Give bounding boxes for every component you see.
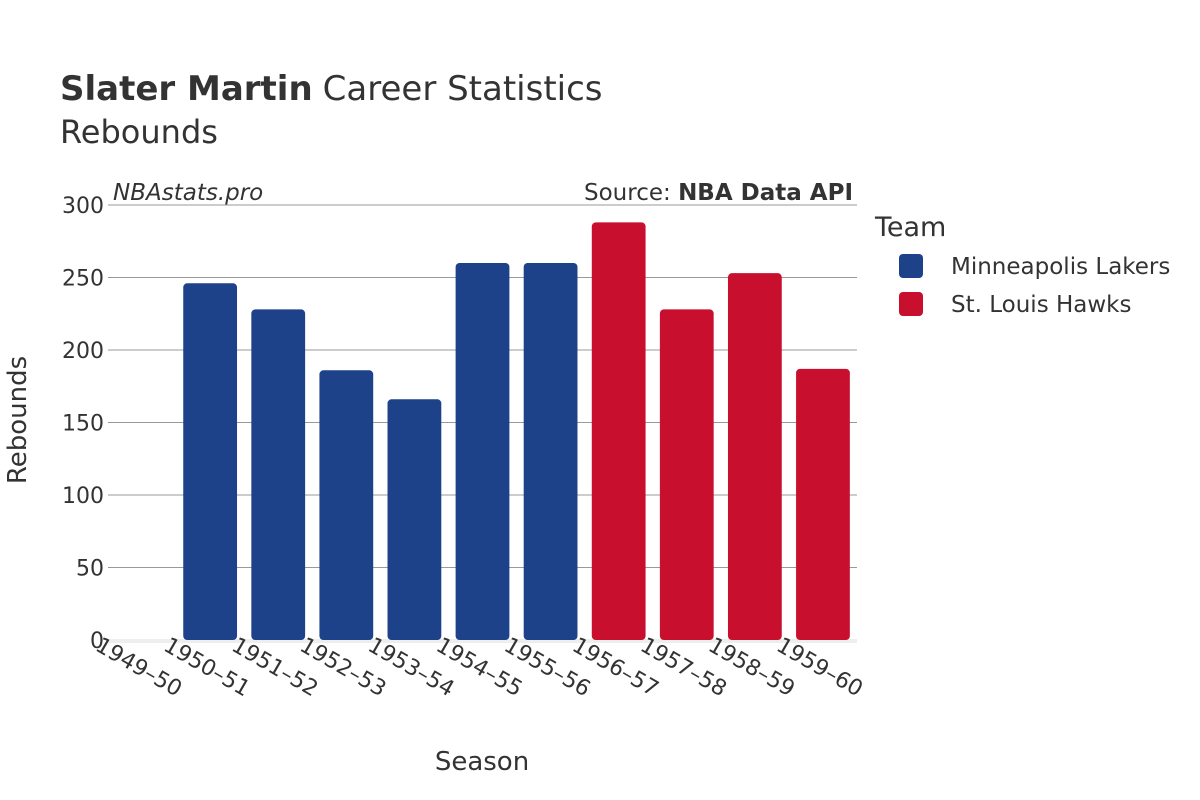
legend-item-label: Minneapolis Lakers bbox=[951, 254, 1170, 280]
bar-1958–59 bbox=[727, 273, 782, 640]
x-axis-title: Season bbox=[435, 747, 529, 777]
legend-title: Team bbox=[874, 212, 946, 243]
legend: Minneapolis Lakers St. Louis Hawks bbox=[899, 254, 1170, 318]
source-name: NBA Data API bbox=[678, 180, 853, 206]
y-tick-label: 250 bbox=[62, 267, 104, 292]
bar-1953–54 bbox=[387, 399, 442, 640]
bar-1954–55 bbox=[455, 263, 510, 640]
source-credit: Source: NBA Data API bbox=[584, 180, 853, 206]
watermark: NBAstats.pro bbox=[113, 180, 263, 206]
bar-1951–52 bbox=[251, 309, 306, 640]
bar-1950–51 bbox=[183, 283, 238, 640]
source-prefix: Source: bbox=[584, 180, 678, 206]
bar-1956–57 bbox=[591, 222, 646, 640]
legend-swatch bbox=[899, 292, 923, 316]
y-axis-ticks: 0 50 100 150 200 250 300 bbox=[62, 194, 104, 654]
y-tick-label: 50 bbox=[76, 557, 104, 582]
y-tick-label: 150 bbox=[62, 412, 104, 437]
bar-1959–60 bbox=[796, 368, 850, 640]
y-tick-label: 200 bbox=[62, 339, 104, 364]
legend-item-label: St. Louis Hawks bbox=[951, 292, 1132, 318]
chart-title: Slater Martin Career Statistics bbox=[60, 69, 603, 109]
y-tick-label: 100 bbox=[62, 484, 104, 509]
bar-1952–53 bbox=[319, 370, 374, 640]
title-player-name: Slater Martin bbox=[60, 69, 313, 109]
y-tick-label: 300 bbox=[62, 194, 104, 219]
title-rest: Career Statistics bbox=[323, 69, 603, 109]
bar-1955–56 bbox=[523, 263, 578, 640]
y-tick-label: 0 bbox=[90, 629, 104, 654]
bar-1957–58 bbox=[659, 309, 714, 640]
x-axis-ticks: 1949–501950–511951–521952–531953–541954–… bbox=[91, 633, 867, 702]
bars bbox=[183, 222, 850, 640]
chart-subtitle: Rebounds bbox=[60, 113, 218, 151]
y-axis-title: Rebounds bbox=[3, 356, 33, 484]
legend-swatch bbox=[899, 254, 923, 278]
